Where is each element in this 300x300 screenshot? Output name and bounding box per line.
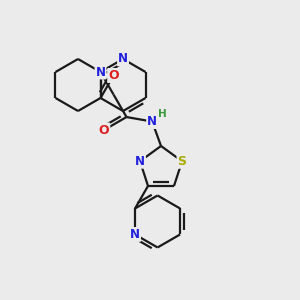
Text: O: O <box>108 69 119 82</box>
Text: H: H <box>158 109 167 118</box>
Text: N: N <box>95 65 106 79</box>
Text: N: N <box>130 228 140 241</box>
Text: O: O <box>99 124 109 136</box>
Text: N: N <box>135 155 145 168</box>
Text: N: N <box>147 115 157 128</box>
Text: N: N <box>118 52 128 65</box>
Text: S: S <box>178 155 187 168</box>
